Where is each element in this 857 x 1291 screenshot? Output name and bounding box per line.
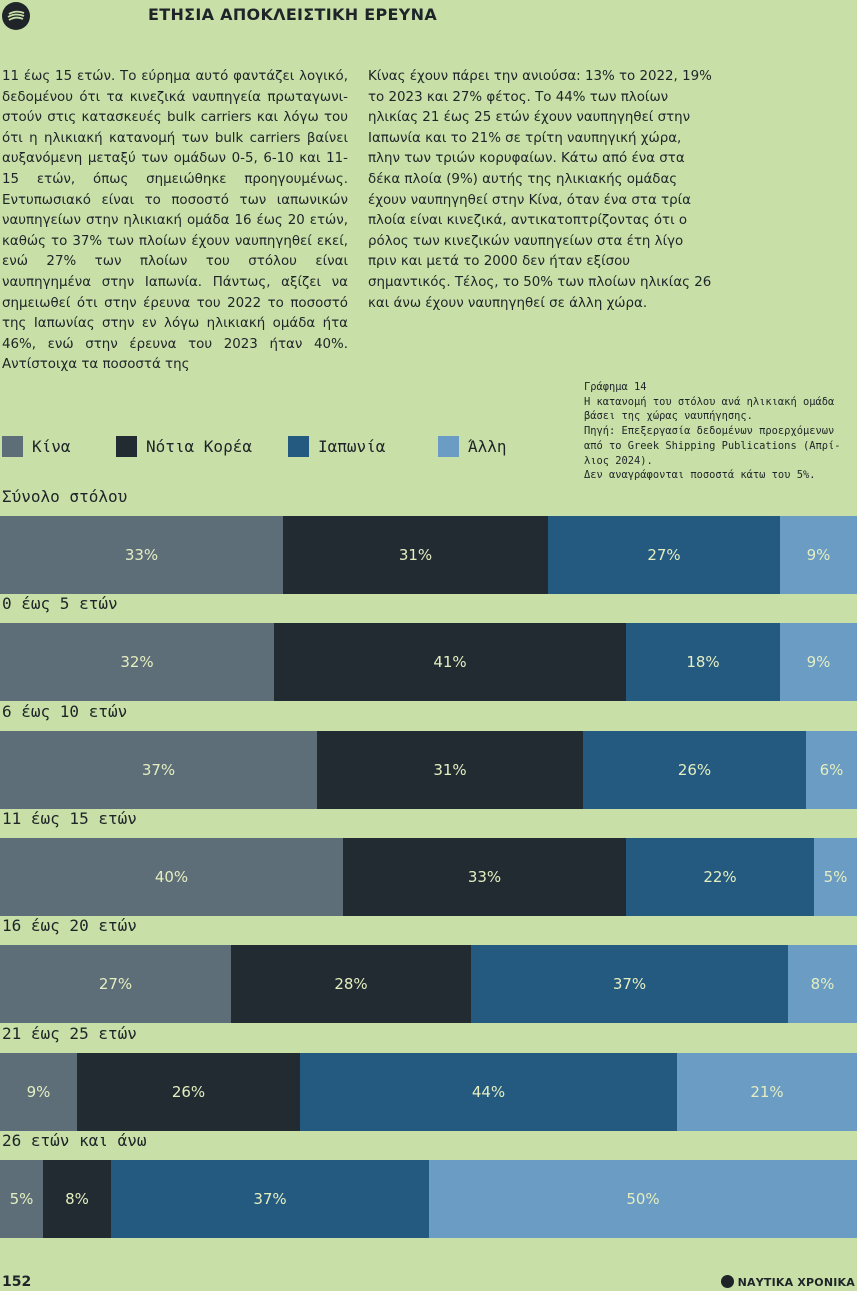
bar-segment-japan: 37%: [111, 1159, 429, 1238]
legend-label: Νότια Κορέα: [146, 437, 252, 456]
data-label: 9%: [806, 653, 831, 672]
chart-description: Η κατανομή του στόλου ανά ηλικιακή ομάδα…: [584, 395, 841, 423]
data-label: 33%: [124, 546, 159, 564]
bar-segment-south-korea: 41%: [274, 623, 626, 702]
data-label: 5%: [823, 867, 848, 886]
stacked-bar: 40% 33% 22% 5%: [0, 837, 857, 916]
bar-segment-japan: 18%: [626, 623, 780, 702]
data-label: 9%: [26, 1082, 51, 1101]
legend-swatch-other: [438, 436, 459, 457]
bar-segment-other: 5%: [814, 837, 857, 916]
data-label: 6%: [819, 760, 844, 779]
chart-caption: Γράφημα 14 Η κατανομή του στόλου ανά ηλι…: [584, 380, 854, 483]
bar-segment-other: 21%: [677, 1052, 857, 1131]
data-label: 8%: [810, 975, 835, 994]
publication-logo-icon: [2, 2, 30, 30]
bar-segment-other: 6%: [806, 730, 857, 809]
data-label: 9%: [806, 546, 831, 564]
legend-label: Άλλη: [468, 437, 507, 456]
bar-segment-south-korea: 31%: [317, 730, 583, 809]
data-label: 37%: [253, 1189, 287, 1208]
bar-segment-south-korea: 28%: [231, 945, 471, 1024]
bar-segment-other: 9%: [780, 516, 857, 594]
data-label: 27%: [647, 546, 681, 564]
bar-segment-china: 5%: [0, 1159, 43, 1238]
stacked-bar: 5% 8% 37% 50%: [0, 1159, 857, 1238]
brand-logo-icon: [720, 1275, 734, 1288]
bar-segment-south-korea: 26%: [77, 1052, 300, 1131]
data-label: 21%: [750, 1082, 784, 1101]
category-label: 26 ετών και άνω: [2, 1130, 147, 1150]
data-label: 50%: [626, 1189, 660, 1208]
legend-swatch-south-korea: [116, 436, 137, 457]
bar-segment-japan: 37%: [471, 945, 788, 1024]
data-label: 5%: [9, 1189, 34, 1208]
bar-segment-japan: 27%: [548, 516, 780, 594]
data-label: 44%: [471, 1082, 506, 1101]
bar-segment-china: 27%: [0, 945, 231, 1024]
stacked-bar: 27% 28% 37% 8%: [0, 945, 857, 1024]
section-title: ΕΤΗΣΙΑ ΑΠΟΚΛΕΙΣΤΙΚΗ ΕΡΕΥΝΑ: [148, 5, 438, 24]
bar-segment-china: 33%: [0, 516, 283, 594]
stacked-bar: 33% 31% 27% 9%: [0, 516, 857, 594]
data-label: 26%: [171, 1082, 206, 1101]
category-label: 11 έως 15 ετών: [2, 808, 137, 828]
data-label: 40%: [154, 867, 189, 886]
article-paragraph: 11 έως 15 ετών. Το εύρημα αυτό φαντάζει …: [2, 69, 348, 373]
bar-segment-south-korea: 31%: [283, 516, 548, 594]
chart-footnote: Δεν αναγράφονται ποσοστά κάτω του 5%.: [584, 469, 816, 482]
bar-segment-south-korea: 8%: [43, 1159, 111, 1238]
bar-segment-japan: 22%: [626, 837, 814, 916]
data-label: 27%: [98, 975, 133, 994]
stacked-bar: 9% 26% 44% 21%: [0, 1052, 857, 1131]
legend-swatch-japan: [288, 436, 309, 457]
category-label: 21 έως 25 ετών: [2, 1023, 137, 1043]
data-label: 18%: [686, 653, 720, 672]
data-label: 37%: [612, 975, 647, 994]
bar-segment-other: 50%: [429, 1159, 857, 1238]
data-label: 31%: [398, 546, 433, 564]
data-label: 33%: [467, 867, 502, 886]
data-label: 37%: [141, 760, 176, 779]
category-label: Σύνολο στόλου: [2, 487, 128, 506]
data-label: 26%: [677, 760, 712, 779]
category-label: 16 έως 20 ετών: [2, 916, 137, 936]
data-label: 31%: [433, 760, 467, 779]
data-label: 32%: [120, 653, 154, 672]
bar-segment-japan: 44%: [300, 1052, 677, 1131]
bar-segment-china: 32%: [0, 623, 274, 702]
bar-segment-china: 9%: [0, 1052, 77, 1131]
data-label: 28%: [334, 975, 368, 994]
bar-segment-south-korea: 33%: [343, 837, 626, 916]
footer-brand: ΝΑΥΤΙΚΑ ΧΡΟΝΙΚΑ: [720, 1275, 855, 1289]
legend-swatch-china: [2, 436, 23, 457]
article-paragraph: Κίνας έχουν πάρει την ανιούσα: 13% το 20…: [368, 69, 712, 311]
bar-segment-japan: 26%: [583, 730, 806, 809]
category-label: 6 έως 10 ετών: [2, 701, 128, 721]
bar-segment-other: 8%: [788, 945, 857, 1024]
bar-segment-other: 9%: [780, 623, 857, 702]
category-label: 0 έως 5 ετών: [2, 594, 118, 614]
bar-segment-china: 40%: [0, 837, 343, 916]
legend-label: Κίνα: [32, 437, 71, 456]
stacked-bar: 32% 41% 18% 9%: [0, 623, 857, 702]
data-label: 8%: [65, 1189, 89, 1208]
data-label: 22%: [703, 867, 737, 886]
legend-label: Ιαπωνία: [318, 437, 386, 456]
page-number: 152: [2, 1274, 32, 1290]
chart-source: Πηγή: Επεξεργασία δεδομένων προερχόμενων…: [584, 425, 841, 467]
article-column-right: Κίνας έχουν πάρει την ανιούσα: 13% το 20…: [368, 67, 714, 314]
brand-name: ΝΑΥΤΙΚΑ ΧΡΟΝΙΚΑ: [737, 1276, 855, 1289]
stacked-bar: 37% 31% 26% 6%: [0, 730, 857, 809]
article-column-left: 11 έως 15 ετών. Το εύρημα αυτό φαντάζει …: [2, 67, 348, 376]
stacked-bar-chart: Σύνολο στόλου 33% 31% 27% 9% 0 έως 5 ετών 32% 4…: [0, 484, 857, 1244]
bar-segment-china: 37%: [0, 730, 317, 809]
data-label: 41%: [433, 653, 467, 672]
chart-number: Γράφημα 14: [584, 381, 647, 393]
